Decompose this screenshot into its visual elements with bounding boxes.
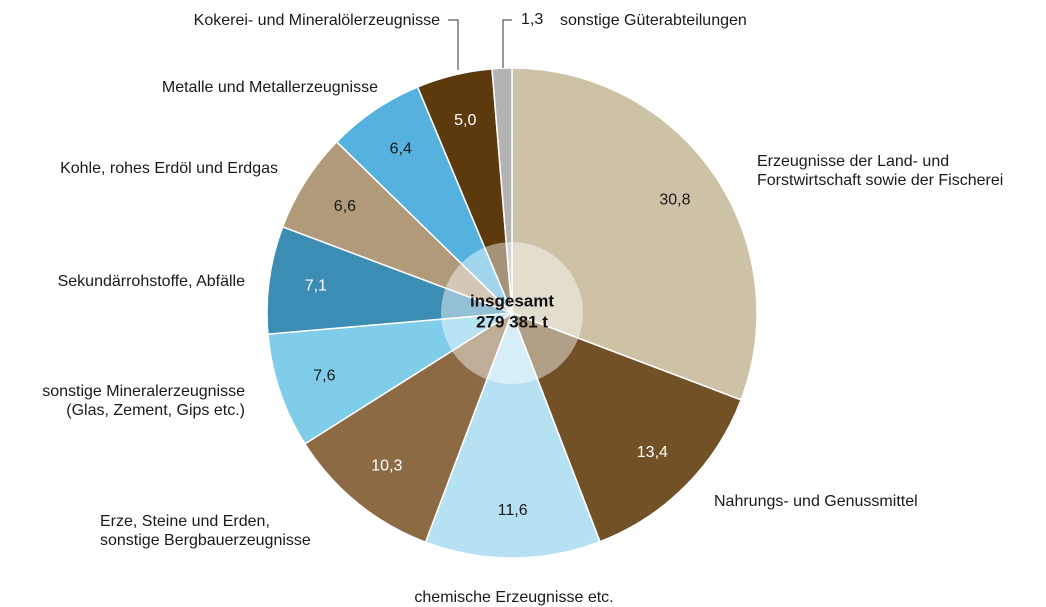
category-label: Nahrungs- und Genussmittel xyxy=(714,493,918,510)
total-value: 279 381 t xyxy=(476,312,548,331)
value-label: 30,8 xyxy=(659,192,690,209)
total-label: insgesamt xyxy=(470,291,554,310)
leader-line xyxy=(502,19,512,68)
pie-slice xyxy=(424,310,601,559)
value-label: 1,3 xyxy=(521,11,543,28)
leader-line xyxy=(448,19,459,70)
value-labels: 30,8 13,4 11,6 10,3 7,6 7,1 6,6 6,4 5,0 xyxy=(305,112,691,519)
value-label: 11,6 xyxy=(498,502,528,519)
pie-slice xyxy=(510,311,743,543)
value-label: 6,4 xyxy=(390,140,412,157)
category-label: Sekundärrohstoffe, Abfälle xyxy=(57,273,245,290)
value-label: 13,4 xyxy=(637,444,668,461)
pie-slice xyxy=(511,67,758,401)
value-label: 5,0 xyxy=(454,112,476,129)
pie-slice xyxy=(267,312,513,445)
pie-slice xyxy=(266,225,513,335)
category-label: Kokerei- und Mineralölerzeugnisse xyxy=(193,12,440,29)
value-label: 7,6 xyxy=(313,367,335,384)
value-label: 10,3 xyxy=(371,458,402,475)
value-label: 7,1 xyxy=(305,277,327,294)
category-label: Kohle, rohes Erdöl und Erdgas xyxy=(60,160,278,177)
category-label: sonstige Güterabteilungen xyxy=(560,12,747,29)
slices xyxy=(266,67,758,559)
value-label: 6,6 xyxy=(334,198,356,215)
category-label: sonstige Mineralerzeugnisse (Glas, Zemen… xyxy=(42,383,245,419)
category-label: Metalle und Metallerzeugnisse xyxy=(161,79,378,96)
category-label: Erzeugnisse der Land- und Forstwirtschaf… xyxy=(757,153,1004,189)
pie-slice xyxy=(303,311,514,544)
category-label: Erze, Steine und Erden, sonstige Bergbau… xyxy=(100,513,311,549)
pie-slice xyxy=(491,67,513,314)
center-circle xyxy=(441,242,583,384)
category-label: chemische Erzeugnisse etc. xyxy=(414,589,614,606)
